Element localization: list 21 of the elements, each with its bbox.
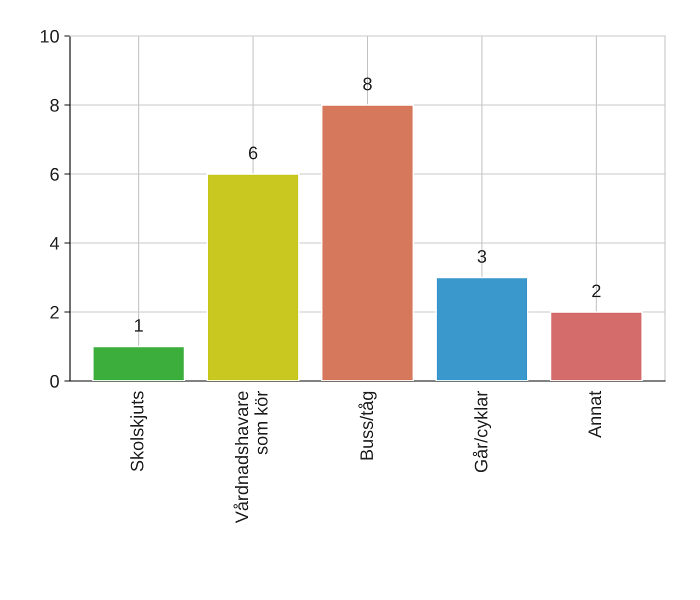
x-tick-label: Vårdnadshavare som kör (233, 391, 268, 524)
y-tick-label: 2 (50, 306, 59, 319)
y-tick-label: 10 (40, 30, 59, 43)
x-tick-label: Buss/tåg (358, 392, 377, 460)
data-label: 1 (135, 319, 143, 332)
bar (206, 173, 300, 381)
data-label: 8 (363, 78, 372, 90)
data-label: 3 (478, 250, 486, 263)
bar (92, 346, 186, 381)
bar (321, 104, 414, 381)
y-tick-label: 6 (50, 168, 59, 181)
y-tick-label: 0 (50, 374, 59, 388)
bar (435, 276, 528, 381)
x-tick-label: Annat (588, 390, 602, 438)
data-label: 2 (592, 284, 600, 298)
bar (550, 311, 643, 381)
x-tick-label: Går/cyklar (472, 391, 492, 472)
y-tick-label: 8 (50, 98, 59, 112)
data-label: 6 (248, 146, 258, 160)
x-tick-label: Skolskjuts (130, 391, 148, 472)
y-tick-label: 4 (50, 237, 60, 250)
